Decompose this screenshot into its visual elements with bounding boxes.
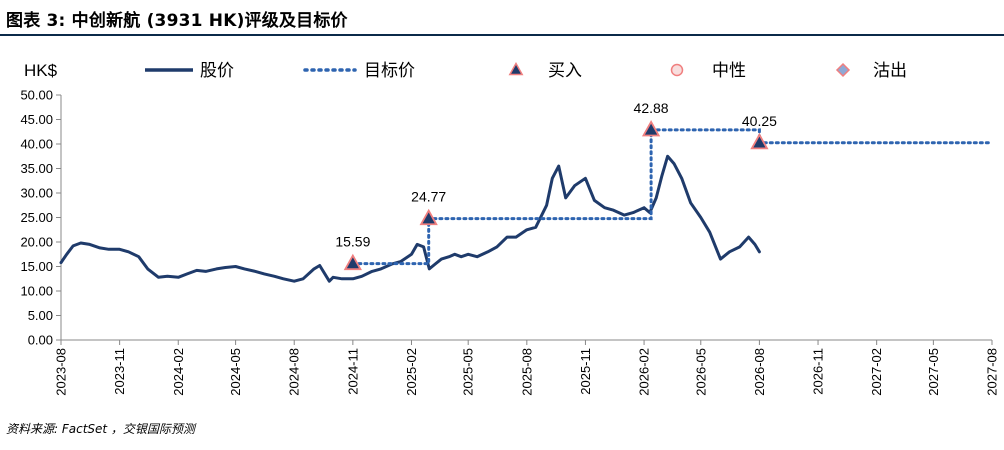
buy-marker	[750, 132, 769, 150]
x-tick-label: 2027-08	[985, 348, 1000, 396]
x-tick-label: 2023-08	[54, 348, 69, 396]
x-tick-label: 2024-05	[228, 348, 243, 396]
legend-label: 股价	[200, 61, 234, 81]
y-tick-label: 30.00	[20, 186, 53, 201]
y-tick-label: 35.00	[20, 161, 53, 176]
x-tick-label: 2026-11	[811, 348, 826, 395]
chart-title: 图表 3: 中创新航 (3931 HK)评级及目标价	[6, 11, 348, 31]
legend: HK$ 股价 目标价 买入 中性 沽出	[24, 61, 907, 81]
y-tick-label: 45.00	[20, 112, 53, 127]
x-tick-label: 2024-11	[345, 348, 360, 395]
x-tick-label: 2027-02	[869, 348, 884, 396]
x-tick-label: 2023-11	[112, 348, 127, 395]
x-tick-label: 2026-08	[752, 348, 767, 396]
y-tick-label: 10.00	[20, 284, 53, 299]
legend-label: 沽出	[873, 61, 907, 81]
x-tick-label: 2025-11	[578, 348, 593, 395]
y-tick-label: 50.00	[20, 88, 53, 103]
data-label: 24.77	[411, 189, 446, 205]
y-tick-label: 0.00	[28, 333, 53, 348]
buy-marker	[641, 120, 661, 137]
data-label: 40.25	[742, 113, 777, 129]
y-tick-label: 15.00	[20, 259, 53, 274]
source-note: 资料来源: FactSet ，交银国际预测	[6, 422, 195, 436]
axes: 0.00 5.00 10.00 15.00 20.00 25.00 30.00 35.00 40…	[20, 88, 999, 396]
triangle-icon	[508, 61, 524, 76]
y-tick-label: 25.00	[20, 210, 53, 225]
title-rule	[0, 34, 1004, 36]
y-tick-label: 5.00	[28, 308, 53, 323]
diamond-icon	[835, 62, 851, 78]
data-label: 42.88	[634, 100, 669, 116]
unit-label: HK$	[24, 61, 58, 80]
data-label: 15.59	[335, 234, 370, 250]
x-tick-label: 2026-02	[637, 348, 652, 396]
x-tick-label: 2025-02	[404, 348, 419, 396]
legend-label: 买入	[548, 61, 582, 81]
circle-icon	[670, 63, 684, 77]
buy-marker	[343, 253, 362, 271]
price-line	[59, 154, 761, 283]
legend-label: 目标价	[364, 61, 415, 81]
y-tick-label: 20.00	[20, 235, 53, 250]
buy-marker	[419, 208, 438, 226]
x-tick-label: 2027-05	[926, 348, 941, 396]
x-tick-label: 2026-05	[693, 348, 708, 396]
x-tick-label: 2024-02	[171, 348, 186, 396]
legend-label: 中性	[712, 61, 746, 81]
target-price-line	[351, 128, 994, 266]
x-tick-label: 2025-05	[461, 348, 476, 396]
plot-area: 15.59 24.77 42.88 40.25	[59, 100, 994, 283]
x-tick-label: 2024-08	[287, 348, 302, 396]
x-tick-label: 2025-08	[519, 348, 534, 396]
y-tick-label: 40.00	[20, 137, 53, 152]
